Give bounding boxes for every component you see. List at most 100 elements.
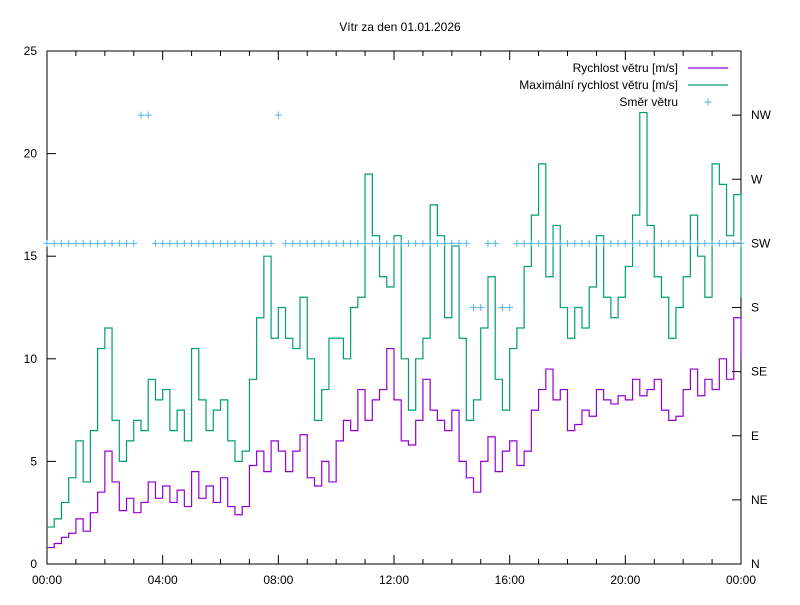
direction-point — [585, 239, 593, 247]
y2-tick-label: SE — [751, 365, 767, 379]
direction-point — [245, 239, 253, 247]
legend-label: Směr větru — [619, 95, 678, 109]
direction-point — [477, 304, 485, 311]
direction-point — [274, 111, 282, 119]
direction-point — [57, 239, 65, 247]
x-tick-label: 20:00 — [610, 573, 640, 587]
y-tick-label: 15 — [24, 249, 38, 263]
y2-tick-label: W — [751, 172, 763, 186]
direction-point — [592, 239, 600, 247]
direction-point — [506, 304, 514, 311]
direction-point — [202, 239, 210, 247]
direction-point — [679, 239, 687, 247]
direction-point — [607, 239, 615, 247]
y2-tick-label: N — [751, 557, 760, 571]
direction-point — [108, 239, 116, 247]
direction-point — [390, 239, 398, 247]
direction-point — [527, 239, 535, 247]
direction-point — [159, 239, 167, 247]
x-tick-label: 08:00 — [263, 573, 293, 587]
direction-point — [217, 239, 224, 247]
direction-point — [260, 239, 268, 247]
direction-point — [43, 239, 51, 247]
direction-point — [542, 239, 550, 247]
direction-point — [354, 239, 362, 247]
direction-point — [694, 239, 702, 247]
series-line-speed — [47, 317, 742, 549]
direction-point — [513, 239, 521, 247]
direction-point — [144, 111, 152, 119]
direction-point — [441, 239, 449, 247]
direction-point — [723, 239, 731, 247]
y-tick-label: 20 — [24, 147, 38, 161]
direction-point — [195, 239, 203, 247]
direction-point — [412, 239, 420, 247]
direction-point — [303, 239, 311, 247]
direction-point — [715, 239, 723, 247]
direction-point — [137, 111, 145, 119]
direction-point — [209, 239, 217, 247]
direction-point — [419, 239, 427, 247]
direction-point — [404, 239, 412, 247]
direction-point — [448, 239, 456, 247]
direction-point — [556, 239, 564, 247]
direction-point — [151, 239, 159, 247]
direction-point — [253, 239, 261, 247]
direction-point — [231, 239, 239, 247]
x-tick-label: 16:00 — [495, 573, 525, 587]
direction-point — [180, 239, 188, 247]
y2-tick-label: SW — [751, 236, 771, 250]
direction-point — [347, 239, 355, 247]
plot-frame — [46, 50, 742, 565]
y2-tick-label: S — [751, 301, 759, 315]
y2-tick-label: E — [751, 429, 759, 443]
y-tick-label: 0 — [30, 557, 37, 571]
direction-point — [737, 239, 745, 247]
direction-point — [672, 239, 680, 247]
y-tick-label: 5 — [30, 454, 37, 468]
direction-point — [535, 239, 543, 247]
direction-point — [376, 239, 384, 247]
direction-point — [571, 239, 579, 247]
direction-point — [708, 239, 716, 247]
direction-point — [361, 239, 369, 247]
direction-point — [332, 239, 340, 247]
direction-point — [383, 239, 391, 247]
y-tick-label: 10 — [24, 352, 38, 366]
direction-point — [665, 239, 673, 247]
direction-point — [79, 239, 87, 247]
direction-point — [484, 239, 492, 247]
x-tick-label: 00:00 — [32, 573, 62, 587]
direction-point — [621, 239, 629, 247]
direction-point — [115, 239, 123, 247]
direction-point — [578, 239, 586, 247]
legend-swatch — [704, 98, 712, 106]
direction-point — [701, 239, 709, 247]
direction-point — [130, 239, 138, 247]
direction-point — [282, 239, 290, 247]
direction-point — [498, 304, 506, 311]
chart-title: Vítr za den 01.01.2026 — [339, 20, 461, 34]
direction-point — [310, 239, 318, 247]
x-tick-label: 12:00 — [379, 573, 409, 587]
direction-point — [101, 239, 109, 247]
direction-point — [166, 239, 174, 247]
x-tick-label: 04:00 — [148, 573, 178, 587]
direction-point — [325, 239, 333, 247]
direction-point — [643, 239, 651, 247]
direction-point — [686, 239, 694, 247]
direction-point — [339, 239, 347, 247]
direction-point — [238, 239, 246, 247]
direction-point — [94, 239, 102, 247]
direction-point — [455, 239, 463, 247]
direction-point — [50, 239, 58, 247]
y2-tick-label: NE — [751, 493, 768, 507]
y-tick-label: 25 — [24, 44, 38, 58]
direction-point — [433, 239, 441, 247]
direction-point — [462, 239, 470, 247]
direction-point — [629, 239, 637, 247]
direction-point — [224, 239, 232, 247]
x-tick-label: 00:00 — [726, 573, 756, 587]
direction-point — [730, 239, 738, 247]
